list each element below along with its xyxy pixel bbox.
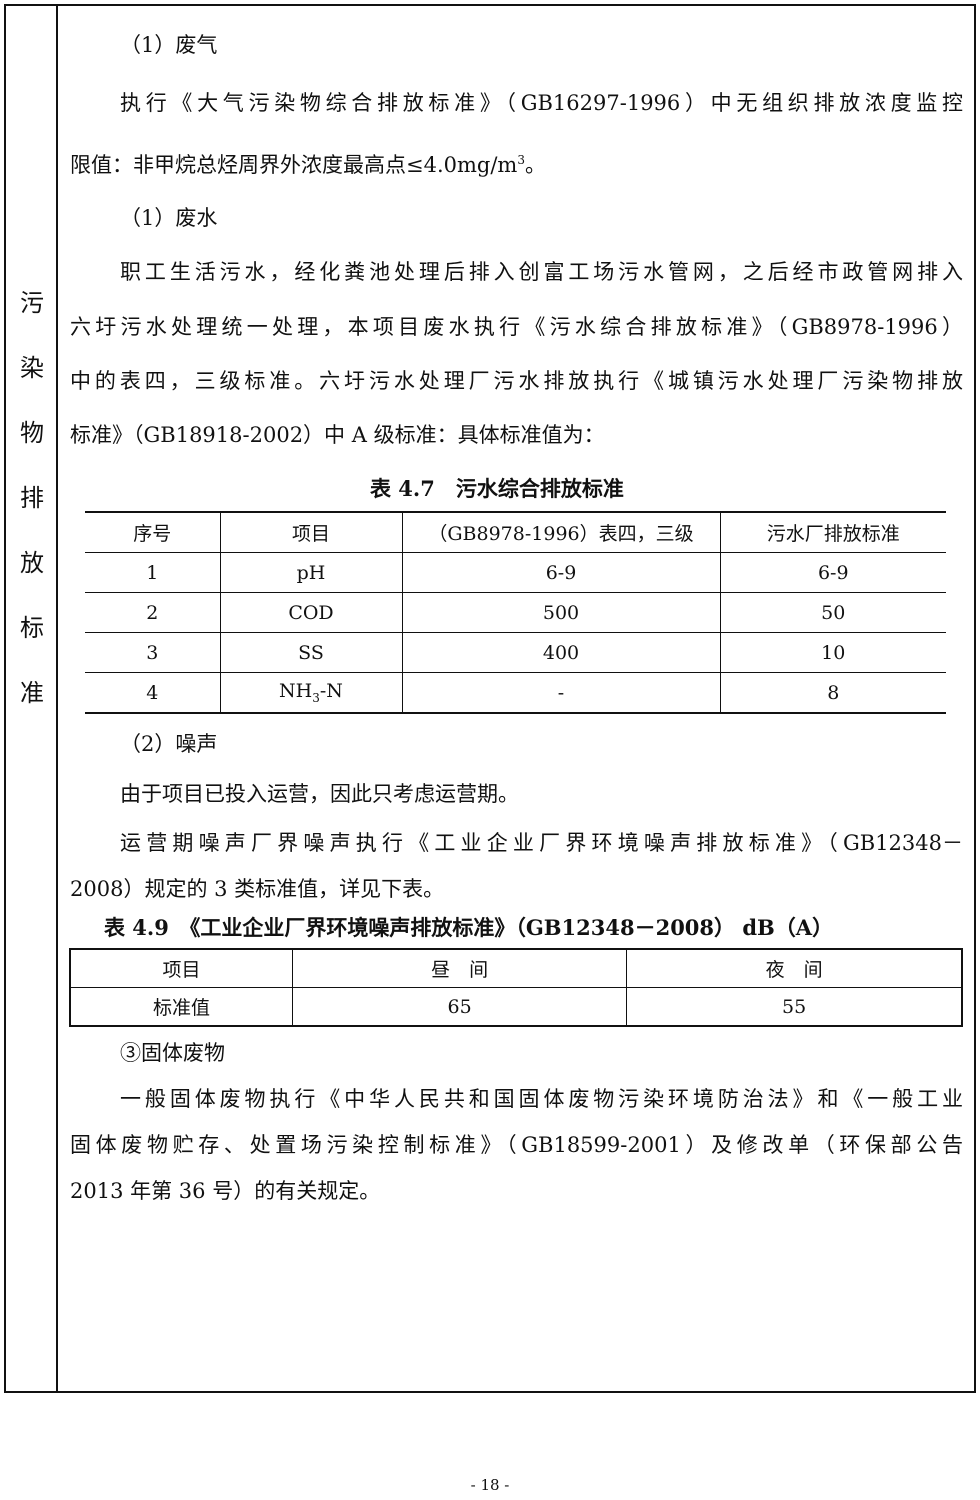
table-cell: 65	[291, 987, 628, 1027]
table-cell: 4	[85, 672, 220, 714]
table-cell: COD	[219, 592, 402, 633]
table-row: 标准值 65 55	[69, 987, 963, 1027]
nh3-text: NH	[279, 680, 313, 703]
table-cell: 6-9	[401, 552, 720, 593]
table-header-row: 项目 昼 间 夜 间	[69, 948, 963, 988]
side-label-char: 染	[20, 354, 44, 382]
table-cell: 2	[85, 592, 220, 633]
header-cell: 项目	[69, 948, 293, 988]
table-cell: 标准值	[69, 987, 293, 1027]
air-text: 限值：非甲烷总烃周界外浓度最高点≤4.0mg/m	[70, 153, 518, 177]
header-cell: 项目	[219, 512, 402, 553]
solid-line: 一般固体废物执行《中华人民共和国固体废物污染环境防治法》和《一般工业	[120, 1087, 963, 1111]
table-row: 4 NH3-N - 8	[85, 672, 946, 714]
table-cell: 1	[85, 552, 220, 593]
table-row: 2 COD 500 50	[85, 592, 946, 633]
table-cell: SS	[219, 632, 402, 673]
noise-line: 由于项目已投入运营，因此只考虑运营期。	[120, 782, 519, 806]
table-cell: 8	[719, 672, 946, 714]
solid-line: 固体废物贮存、处置场污染控制标准》（GB18599-2001）及修改单（环保部公…	[70, 1133, 963, 1157]
table-cell: 6-9	[719, 552, 946, 593]
side-label-char: 污	[20, 289, 44, 317]
solid-heading: ③固体废物	[120, 1041, 225, 1065]
side-label-char: 标	[20, 614, 44, 642]
table-cell: pH	[219, 552, 402, 593]
column-divider	[56, 4, 58, 1393]
header-cell: （GB8978-1996）表四，三级	[401, 512, 720, 553]
table-cell: 3	[85, 632, 220, 673]
side-label-char: 准	[20, 679, 44, 707]
side-label-char: 排	[20, 484, 44, 512]
table-caption: 表 4.9 《工业企业厂界环境噪声排放标准》（GB12348－2008） dB（…	[104, 915, 834, 940]
table-cell: 50	[719, 592, 946, 633]
wastewater-standard-table: 序号 项目 （GB8978-1996）表四，三级 污水厂排放标准 1 pH 6-…	[85, 511, 946, 714]
air-line: 执行《大气污染物综合排放标准》（GB16297-1996）中无组织排放浓度监控	[120, 91, 963, 115]
table-caption: 表 4.7 污水综合排放标准	[370, 476, 624, 501]
page-frame	[4, 4, 976, 1393]
header-cell: 序号	[85, 512, 220, 553]
nh3-tail: -N	[319, 680, 343, 703]
subscript: 3	[312, 690, 320, 705]
table-cell: -	[401, 672, 720, 714]
table-row: 1 pH 6-9 6-9	[85, 552, 946, 593]
noise-line: 2008）规定的 3 类标准值，详见下表。	[70, 877, 445, 901]
header-cell: 污水厂排放标准	[719, 512, 946, 553]
table-cell: 10	[719, 632, 946, 673]
table-header-row: 序号 项目 （GB8978-1996）表四，三级 污水厂排放标准	[85, 512, 946, 553]
table-cell: NH3-N	[219, 672, 402, 714]
solid-line: 2013 年第 36 号）的有关规定。	[70, 1179, 381, 1203]
table-cell: 500	[401, 592, 720, 633]
air-line: 限值：非甲烷总烃周界外浓度最高点≤4.0mg/m3。	[70, 145, 963, 180]
side-label-char: 放	[20, 549, 44, 577]
noise-standard-table: 项目 昼 间 夜 间 标准值 65 55	[69, 948, 963, 1027]
water-line: 中的表四，三级标准。六圩污水处理厂污水排放执行《城镇污水处理厂污染物排放	[70, 369, 963, 393]
water-line: 职工生活污水，经化粪池处理后排入创富工场污水管网，之后经市政管网排入	[120, 260, 963, 284]
superscript: 3	[517, 153, 525, 167]
noise-line: 运营期噪声厂界噪声执行《工业企业厂界环境噪声排放标准》（GB12348－	[120, 831, 963, 855]
side-label-char: 物	[20, 419, 44, 447]
table-cell: 400	[401, 632, 720, 673]
air-text: 。	[524, 153, 546, 177]
air-heading: （1）废气	[120, 33, 218, 57]
noise-heading: （2）噪声	[120, 732, 218, 756]
table-row: 3 SS 400 10	[85, 632, 946, 673]
table-cell: 55	[626, 987, 963, 1027]
header-cell: 昼 间	[291, 948, 628, 988]
water-line: 六圩污水处理统一处理，本项目废水执行《污水综合排放标准》（GB8978-1996…	[70, 315, 963, 339]
water-line: 标准》（GB18918-2002）中 A 级标准：具体标准值为：	[70, 423, 605, 447]
water-heading: （1）废水	[120, 206, 218, 230]
header-cell: 夜 间	[626, 948, 963, 988]
page-number: - 18 -	[470, 1476, 510, 1494]
